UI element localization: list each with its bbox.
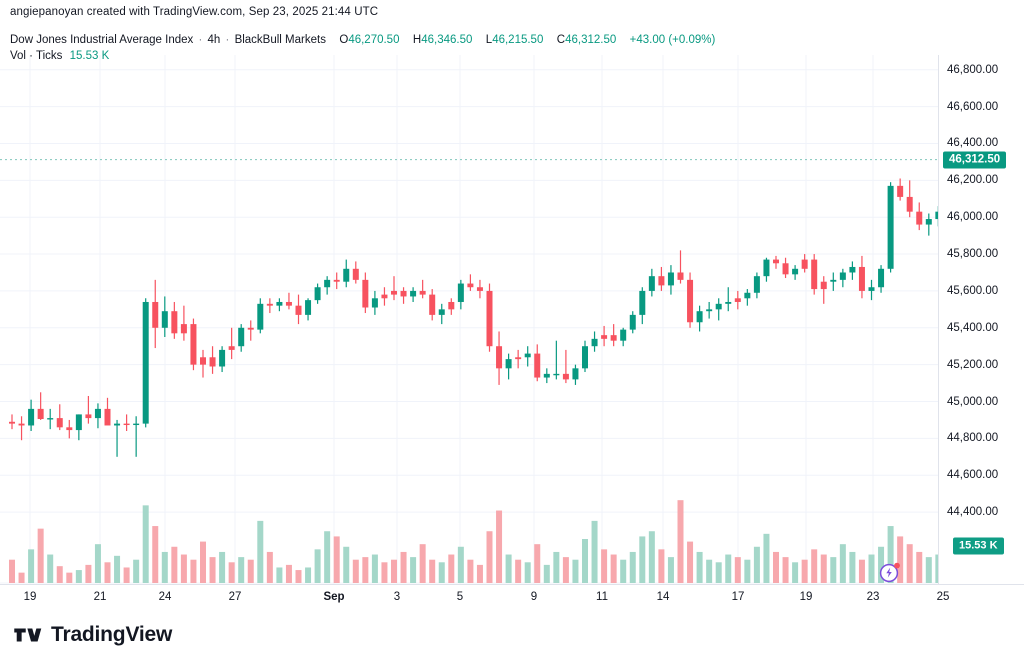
legend-high-value: 46,346.50 bbox=[421, 34, 473, 46]
time-axis-label: 11 bbox=[596, 591, 608, 603]
price-axis-label: 45,000.00 bbox=[947, 395, 999, 408]
legend-open-key: O bbox=[339, 34, 349, 46]
price-axis-label: 44,400.00 bbox=[947, 506, 999, 519]
chart-legend: Dow Jones Industrial Average Index · 4h … bbox=[10, 32, 715, 64]
price-axis-label: 45,600.00 bbox=[947, 284, 999, 297]
price-scale[interactable]: 46,800.00 46,600.00 46,400.00 46,200.00 46,0… bbox=[938, 55, 1024, 584]
time-axis-label: 3 bbox=[393, 591, 401, 603]
legend-sep-1: · bbox=[198, 34, 203, 46]
time-axis-label: 25 bbox=[936, 591, 950, 603]
tradingview-logo-text: TradingView bbox=[51, 623, 173, 646]
candlestick-chart[interactable] bbox=[0, 55, 938, 584]
legend-open-value: 46,270.50 bbox=[348, 34, 400, 46]
legend-interval[interactable]: 4h bbox=[207, 34, 221, 46]
time-axis-label: 5 bbox=[456, 591, 464, 603]
legend-change: +43.00 (+0.09%) bbox=[629, 34, 716, 46]
legend-high-key: H bbox=[412, 34, 422, 46]
time-axis-label: 27 bbox=[228, 591, 242, 603]
tradingview-logo-icon bbox=[14, 627, 42, 642]
legend-volume-value: 15.53 K bbox=[69, 50, 110, 62]
price-axis-label: 44,600.00 bbox=[947, 469, 999, 482]
legend-close-value: 46,312.50 bbox=[565, 34, 617, 46]
legend-sep-2: · bbox=[225, 34, 230, 46]
time-axis-label: 17 bbox=[731, 591, 745, 603]
price-axis-label: 45,200.00 bbox=[947, 358, 999, 371]
time-axis-label: Sep bbox=[323, 591, 345, 603]
tradingview-logo[interactable]: TradingView bbox=[14, 624, 172, 645]
legend-symbol[interactable]: Dow Jones Industrial Average Index bbox=[10, 34, 194, 46]
chart-plot-area[interactable] bbox=[0, 55, 938, 584]
lightning-bolt-icon[interactable] bbox=[879, 561, 901, 583]
attribution-text: angiepanoyan created with TradingView.co… bbox=[10, 6, 379, 18]
price-axis-label: 45,400.00 bbox=[947, 321, 999, 334]
legend-low-value: 46,215.50 bbox=[492, 34, 544, 46]
time-axis-label: 9 bbox=[530, 591, 538, 603]
bottom-bar: TradingView bbox=[0, 612, 1024, 665]
price-axis-label: 46,800.00 bbox=[947, 63, 999, 76]
vertical-gridlines bbox=[29, 55, 874, 584]
time-axis-label: 24 bbox=[158, 591, 172, 603]
time-axis-label: 19 bbox=[23, 591, 37, 603]
time-axis-label: 14 bbox=[656, 591, 670, 603]
volume-value-badge[interactable]: 15.53 K bbox=[953, 537, 1004, 555]
legend-exchange: BlackBull Markets bbox=[234, 34, 326, 46]
current-price-badge[interactable]: 46,312.50 bbox=[943, 151, 1007, 169]
candle-series bbox=[9, 178, 938, 457]
price-axis-label: 44,800.00 bbox=[947, 432, 999, 445]
lightning-bolt-glyph bbox=[879, 562, 900, 583]
legend-close-key: C bbox=[556, 34, 566, 46]
legend-symbol-row: Dow Jones Industrial Average Index · 4h … bbox=[10, 32, 715, 48]
time-axis-label: 19 bbox=[799, 591, 813, 603]
legend-volume-title[interactable]: Vol · Ticks bbox=[10, 50, 63, 62]
legend-volume-row: Vol · Ticks 15.53 K bbox=[10, 48, 715, 64]
price-axis-label: 45,800.00 bbox=[947, 248, 999, 261]
price-axis-label: 46,400.00 bbox=[947, 137, 999, 150]
time-axis-label: 23 bbox=[866, 591, 880, 603]
price-axis-label: 46,000.00 bbox=[947, 211, 999, 224]
horizontal-gridlines bbox=[0, 69, 938, 584]
time-scale[interactable]: 19 21 24 27 Sep 3 5 9 11 14 17 19 23 25 bbox=[0, 584, 1024, 612]
time-axis-label: 21 bbox=[93, 591, 107, 603]
legend-low-key: L bbox=[485, 34, 493, 46]
price-axis-label: 46,200.00 bbox=[947, 174, 999, 187]
volume-bars bbox=[9, 500, 938, 583]
price-axis-label: 46,600.00 bbox=[947, 100, 999, 113]
